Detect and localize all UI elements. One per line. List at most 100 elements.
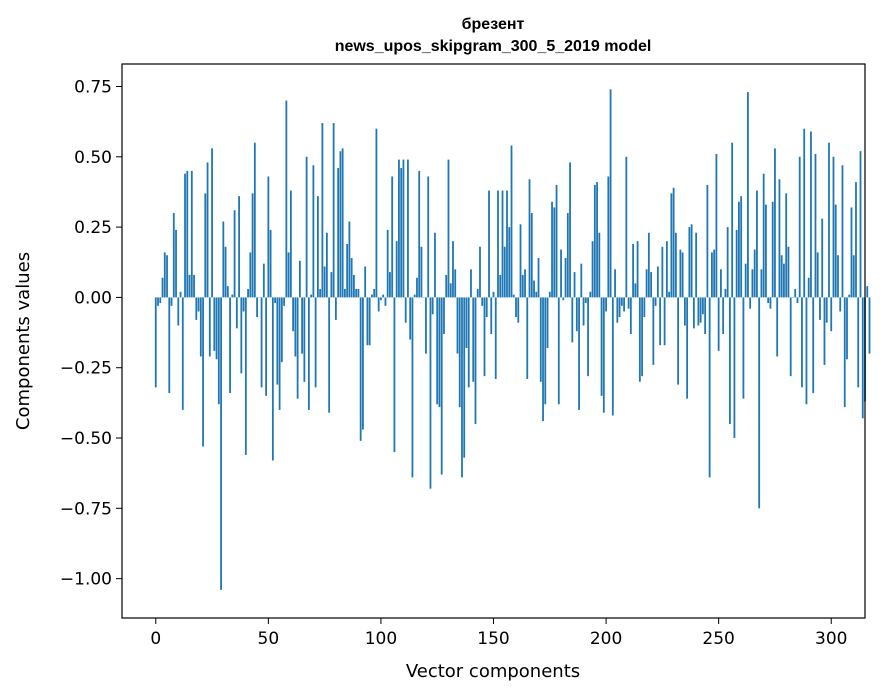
x-tick-label: 100 xyxy=(365,629,397,649)
bar xyxy=(310,294,313,298)
bar xyxy=(325,232,328,298)
bar xyxy=(179,291,182,298)
bar xyxy=(611,297,614,416)
bar xyxy=(202,297,204,447)
bar xyxy=(625,156,628,298)
bar xyxy=(866,286,869,298)
chart-title: брезент xyxy=(462,16,525,33)
bar xyxy=(499,274,502,298)
bar xyxy=(161,277,164,298)
bar xyxy=(677,297,680,385)
bar xyxy=(353,274,355,298)
bar xyxy=(346,243,349,298)
bar xyxy=(767,297,770,304)
bar xyxy=(830,297,833,332)
bar xyxy=(483,297,486,377)
bar xyxy=(821,218,824,298)
bar xyxy=(440,297,443,475)
bar xyxy=(756,190,758,298)
bar xyxy=(551,201,553,298)
bar xyxy=(839,297,842,312)
bar xyxy=(598,232,601,298)
bar xyxy=(413,294,416,298)
bar xyxy=(233,210,236,298)
bar xyxy=(458,297,461,408)
bar xyxy=(566,213,569,298)
bar xyxy=(812,297,815,394)
bar xyxy=(211,148,213,298)
bar xyxy=(429,297,432,489)
bar xyxy=(834,204,837,298)
y-tick-label: 0.00 xyxy=(74,288,112,308)
bar xyxy=(620,297,623,306)
bar xyxy=(427,176,430,298)
bar xyxy=(512,294,515,298)
bar xyxy=(409,297,412,340)
x-tick-label: 50 xyxy=(258,629,280,649)
bar xyxy=(533,280,535,298)
bar xyxy=(407,159,409,298)
bar xyxy=(283,297,286,306)
bar xyxy=(731,142,734,298)
bar xyxy=(816,252,819,298)
bar xyxy=(683,297,686,326)
bar xyxy=(265,297,267,396)
bar xyxy=(224,246,227,298)
bar xyxy=(557,297,560,405)
bar xyxy=(472,297,475,382)
bar xyxy=(665,241,668,298)
bars-group xyxy=(154,89,871,590)
bar xyxy=(159,297,162,304)
bar xyxy=(384,297,387,306)
bar xyxy=(474,297,477,424)
bar xyxy=(771,201,774,298)
bar xyxy=(249,252,252,298)
bar xyxy=(825,297,828,323)
bar xyxy=(193,274,195,298)
bar xyxy=(206,162,209,298)
bar xyxy=(654,297,657,306)
y-tick-label: 0.25 xyxy=(74,218,112,238)
bar xyxy=(627,297,630,309)
bar xyxy=(172,213,175,298)
bar xyxy=(506,190,508,298)
bar xyxy=(298,260,301,298)
bar xyxy=(341,148,344,298)
bar xyxy=(389,272,391,298)
bar xyxy=(301,297,304,354)
bar xyxy=(521,274,524,298)
bar xyxy=(701,297,704,315)
bar xyxy=(589,291,592,298)
bar xyxy=(303,297,306,382)
bar xyxy=(623,297,625,312)
bar xyxy=(555,184,558,298)
bar xyxy=(175,229,177,298)
bar xyxy=(584,297,587,304)
bar xyxy=(778,179,781,298)
bar xyxy=(765,204,767,298)
bar xyxy=(197,297,200,312)
bar xyxy=(832,156,835,298)
bar xyxy=(524,269,526,298)
bar xyxy=(697,297,700,326)
bar xyxy=(386,229,389,298)
bar xyxy=(720,269,722,298)
bar xyxy=(747,92,749,298)
bar xyxy=(177,297,180,326)
bar xyxy=(650,272,653,298)
y-axis-label: Components values xyxy=(13,252,34,430)
bar xyxy=(292,297,295,332)
bar xyxy=(321,123,324,298)
bar xyxy=(515,297,517,318)
bar xyxy=(607,176,610,298)
bar xyxy=(267,176,270,298)
bar xyxy=(659,297,662,346)
bar xyxy=(850,207,853,298)
bar xyxy=(368,297,371,346)
bar xyxy=(602,297,605,413)
bar xyxy=(168,297,171,394)
bar xyxy=(614,269,616,298)
bar xyxy=(157,297,159,306)
bar xyxy=(445,274,448,298)
bar xyxy=(609,89,612,298)
